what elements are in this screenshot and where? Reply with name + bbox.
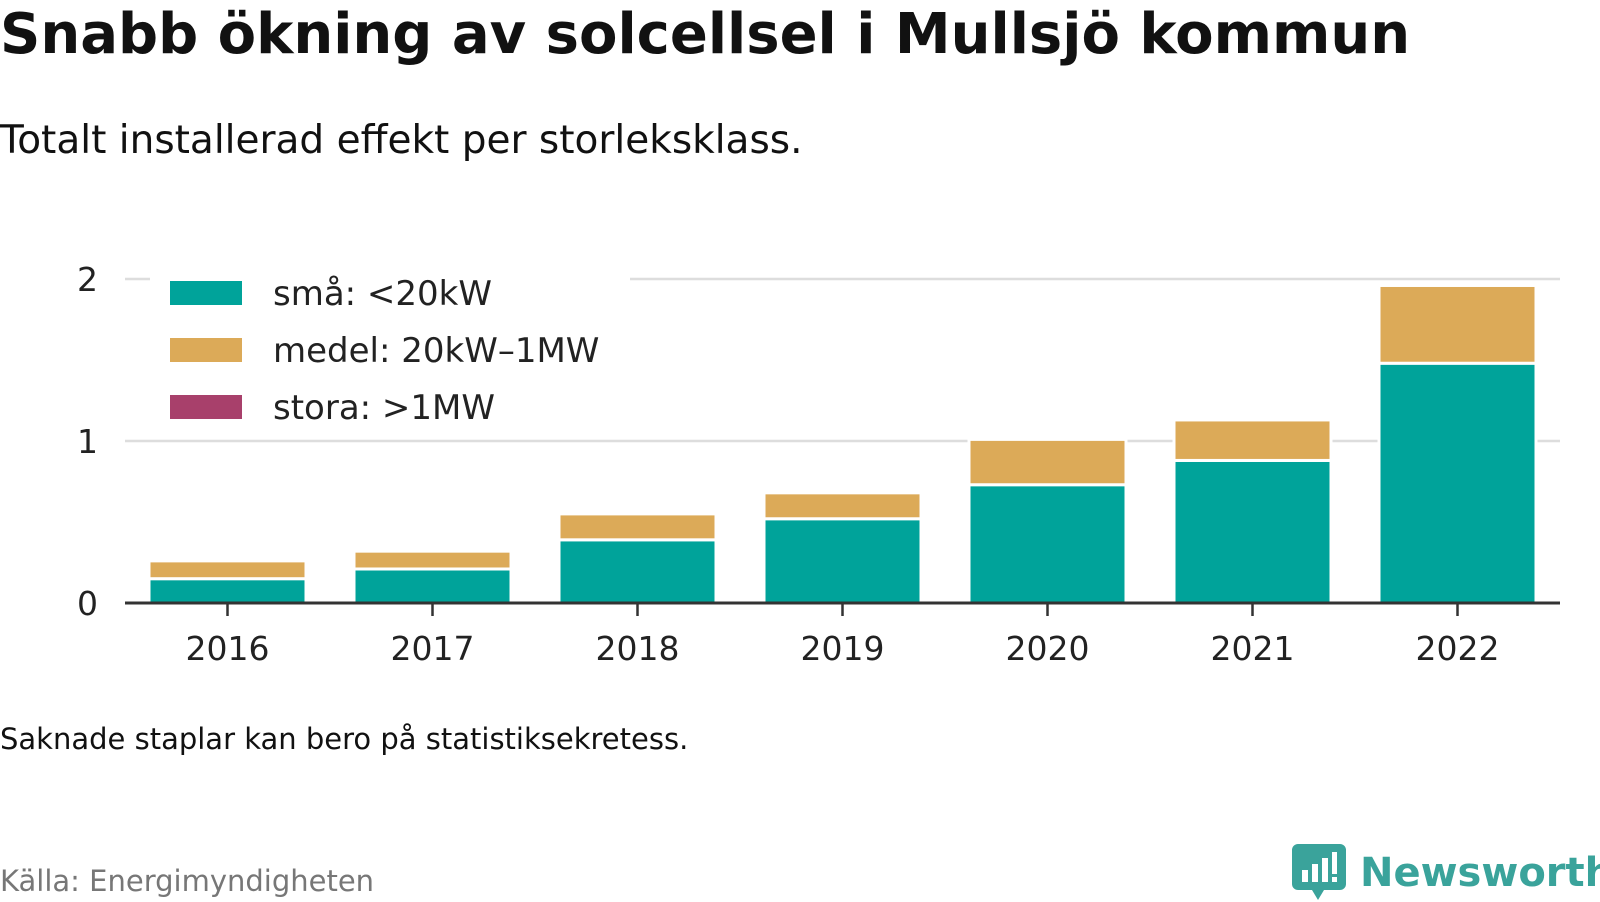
bar-segment [1377,361,1538,605]
legend: små: <20kW medel: 20kW–1MW stora: >1MW [150,262,630,432]
stacked-bar-chart: 0 1 2 2016 2017 2018 2019 2020 2021 2022 små: <2… [77,260,1560,668]
bar-segment [352,567,513,605]
bar-segment [147,577,308,605]
bar-segment [147,559,308,581]
bar-segment [1172,458,1333,605]
legend-label: medel: 20kW–1MW [273,331,599,371]
bar-segment [1377,283,1538,365]
legend-swatch [170,281,242,305]
x-tick-label: 2018 [596,629,680,668]
bar-segment [557,512,718,542]
bar-segment [762,491,923,521]
bar-segment [1172,418,1333,462]
legend-swatch [170,338,242,362]
legend-label: stora: >1MW [273,388,495,428]
brand-name: Newsworthy [1360,850,1600,896]
bar-segment [967,483,1128,605]
x-tick-label: 2017 [391,629,475,668]
source-credit: Källa: Energimyndigheten [0,864,375,898]
bars [147,283,1538,605]
x-tick-label: 2022 [1416,629,1500,668]
legend-swatch [170,395,242,419]
chart-subtitle: Totalt installerad effekt per storlekskl… [0,118,803,163]
x-tick-label: 2021 [1211,629,1295,668]
chart-title: Snabb ökning av solcellsel i Mullsjö kom… [0,2,1411,67]
bar-segment [967,437,1128,487]
bar-segment [557,538,718,605]
newsworthy-logo-icon [1292,844,1346,900]
legend-label: små: <20kW [273,274,492,314]
y-tick-label: 0 [77,584,98,623]
bar-segment [352,549,513,571]
y-tick-label: 2 [77,260,98,299]
brand-logo: Newsworthy [1292,844,1600,902]
x-axis: 2016 2017 2018 2019 2020 2021 2022 [125,601,1560,668]
footnote: Saknade staplar kan bero på statistiksek… [0,722,689,756]
x-tick-label: 2020 [1006,629,1090,668]
x-tick-label: 2016 [186,629,270,668]
y-tick-label: 1 [77,422,98,461]
x-tick-label: 2019 [801,629,885,668]
bar-segment [762,517,923,605]
